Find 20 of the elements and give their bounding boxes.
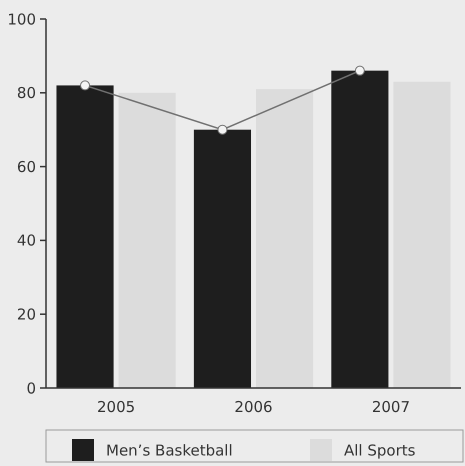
bar: [194, 130, 252, 388]
point: [80, 80, 90, 90]
point: [354, 66, 365, 76]
y-tick-label: 80: [16, 84, 36, 102]
y-tick-label: 60: [16, 158, 36, 176]
x-tick-label: 2005: [96, 398, 136, 416]
bar: [393, 82, 451, 388]
bar: [56, 85, 114, 388]
x-tick-label: 2007: [372, 398, 410, 416]
bar: [118, 92, 176, 388]
legend-label: All Sports: [344, 441, 416, 460]
y-tick-label: 100: [7, 10, 36, 28]
y-tick-label: 20: [16, 305, 36, 324]
y-tick-label: 0: [26, 379, 36, 398]
y-tick-label: 40: [16, 232, 36, 250]
legend-label: Men’s Basketball: [106, 441, 233, 460]
point: [217, 124, 228, 135]
bar: [331, 70, 388, 388]
x-tick-label: 2006: [234, 398, 273, 416]
bar: [256, 89, 314, 388]
